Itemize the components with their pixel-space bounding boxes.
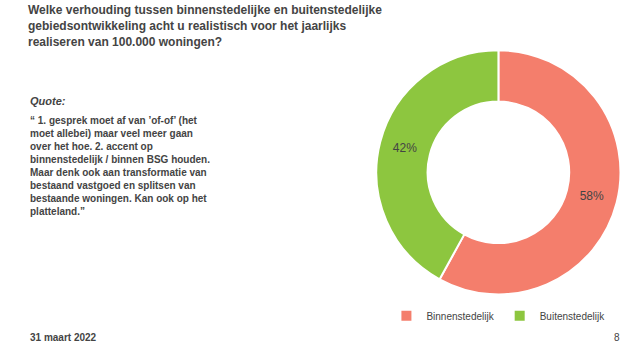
svg-text:8: 8 — [614, 332, 620, 343]
svg-text:Buitenstedelijk: Buitenstedelijk — [540, 311, 605, 322]
svg-text:Welke verhouding tussen binnen: Welke verhouding tussen binnenstedelijke… — [28, 3, 382, 48]
svg-text:Quote:: Quote: — [30, 95, 66, 107]
svg-text:31 maart 2022: 31 maart 2022 — [30, 332, 97, 343]
svg-text:42%: 42% — [393, 141, 417, 155]
svg-text:“ 1. gesprek moet af van ’of-o: “ 1. gesprek moet af van ’of-of’ (hetmoe… — [30, 115, 210, 217]
svg-text:58%: 58% — [580, 189, 604, 203]
svg-text:Binnenstedelijk: Binnenstedelijk — [426, 311, 494, 322]
